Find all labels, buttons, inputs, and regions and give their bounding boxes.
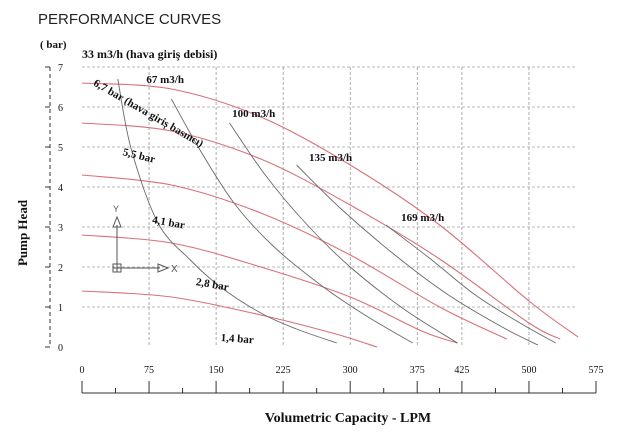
coordinate-axes-icon: Y X xyxy=(112,204,178,275)
curve-label-1: 5,5 bar xyxy=(122,146,157,166)
x-tick-label-3: 225 xyxy=(276,365,291,376)
top-annotation: 33 m3/h (hava giriş debisi) xyxy=(82,47,217,61)
curve-label-5: 67 m3/h xyxy=(146,74,184,86)
y-tick-label-6: 6 xyxy=(58,103,63,114)
pressure-curve-1 xyxy=(81,122,561,340)
chart-title: PERFORMANCE CURVES xyxy=(38,11,221,28)
x-tick-label-6: 425 xyxy=(454,365,469,376)
pressure-curve-3 xyxy=(81,234,458,344)
air-curve-1 xyxy=(171,98,413,344)
curve-label-3: 2,8 bar xyxy=(195,276,230,294)
x-tick-label-1: 75 xyxy=(144,365,154,376)
pressure-curve-0 xyxy=(81,82,579,338)
curve-labels: 6,7 bar (hava giriş basıncı)5,5 bar 4,1 b… xyxy=(91,74,444,346)
y-tick-label-5: 5 xyxy=(58,143,63,154)
x-tick-label-5: 375 xyxy=(410,365,425,376)
y-tick-label-4: 4 xyxy=(58,183,63,194)
unit-label: ( bar) xyxy=(40,39,67,51)
x-tick-label-0: 0 xyxy=(80,365,85,376)
svg-text:Y: Y xyxy=(113,204,119,214)
air-curve-2 xyxy=(229,122,458,344)
curve-label-8: 169 m3/h xyxy=(401,212,444,224)
pressure-curve-2 xyxy=(81,174,507,340)
x-tick-label-7: 500 xyxy=(521,365,536,376)
curve-label-4: 1,4 bar xyxy=(220,332,254,346)
pressure-curve-4 xyxy=(81,290,378,348)
y-tick-label-3: 3 xyxy=(58,223,63,234)
curve-label-2: 4,1 bar xyxy=(151,214,186,232)
svg-text:X: X xyxy=(171,264,178,275)
y-axis-label: Pump Head xyxy=(15,199,30,266)
x-axis-label: Volumetric Capacity - LPM xyxy=(265,411,431,426)
y-tick-label-0: 0 xyxy=(58,343,63,354)
x-tick-label-2: 150 xyxy=(209,365,224,376)
y-tick-label-1: 1 xyxy=(58,303,63,314)
axes: 0 1 2 3 4 5 6 7 0 75 150 225 300 375 425 500 575 xyxy=(45,63,604,394)
x-tick-label-8: 575 xyxy=(589,365,604,376)
curve-label-7: 135 m3/h xyxy=(309,152,352,164)
air-curve-3 xyxy=(296,164,539,346)
y-tick-label-7: 7 xyxy=(58,63,63,74)
air-consumption-curves xyxy=(117,78,557,346)
y-tick-label-2: 2 xyxy=(58,263,63,274)
x-tick-label-4: 300 xyxy=(343,365,358,376)
pressure-curves xyxy=(81,82,579,348)
air-curve-4 xyxy=(385,224,557,344)
grid xyxy=(82,66,575,347)
air-curve-0 xyxy=(117,78,337,344)
curve-label-0: 6,7 bar (hava giriş basıncı) xyxy=(91,77,205,150)
curve-label-6: 100 m3/h xyxy=(232,108,275,120)
